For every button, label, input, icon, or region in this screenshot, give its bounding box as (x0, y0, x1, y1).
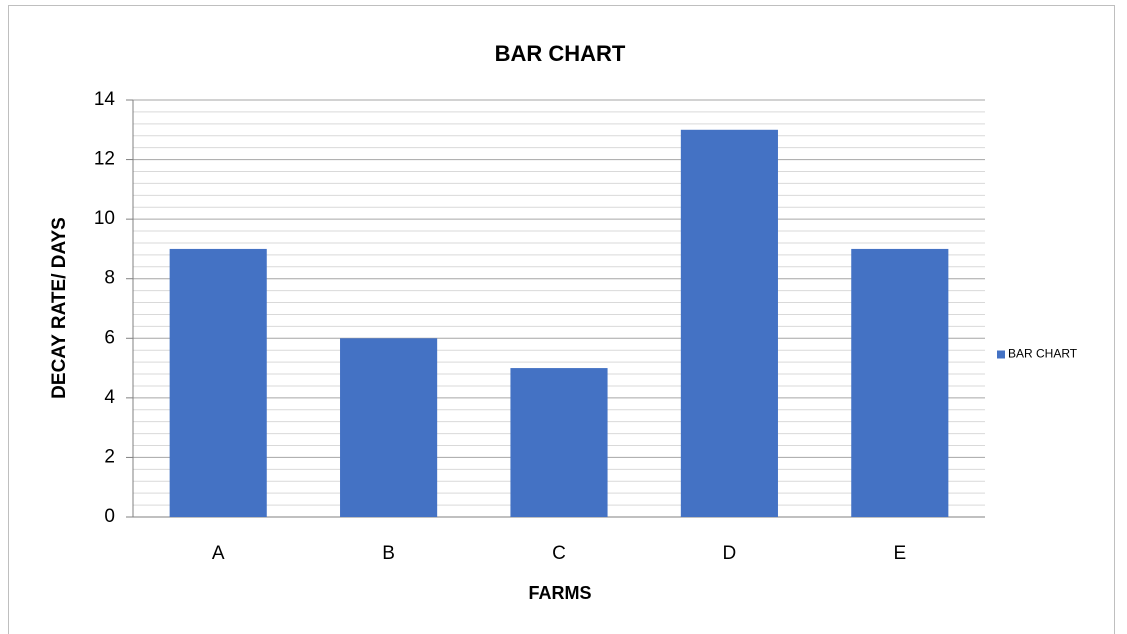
y-tick-label: 8 (104, 268, 115, 289)
y-tick-label: 4 (104, 387, 115, 408)
bar (169, 248, 267, 517)
bar (851, 248, 949, 517)
x-tick-label: B (382, 543, 395, 564)
legend-label: BAR CHART (1008, 347, 1078, 361)
bar (680, 129, 778, 518)
x-tick-label: E (893, 543, 906, 564)
x-axis-label: FARMS (529, 583, 592, 603)
x-tick-label: C (552, 543, 566, 564)
chart-title: BAR CHART (495, 41, 626, 66)
y-tick-label: 12 (94, 149, 115, 170)
bar (510, 368, 608, 517)
x-tick-label: D (723, 543, 737, 564)
y-tick-label: 10 (94, 208, 115, 229)
x-tick-label: A (212, 543, 225, 564)
y-tick-label: 6 (104, 327, 115, 348)
y-tick-label: 14 (94, 89, 116, 110)
bar (340, 338, 438, 517)
y-tick-label: 2 (104, 446, 115, 467)
legend-swatch (997, 350, 1005, 359)
y-axis-label: DECAY RATE/ DAYS (49, 217, 70, 399)
y-tick-label: 0 (104, 506, 115, 527)
